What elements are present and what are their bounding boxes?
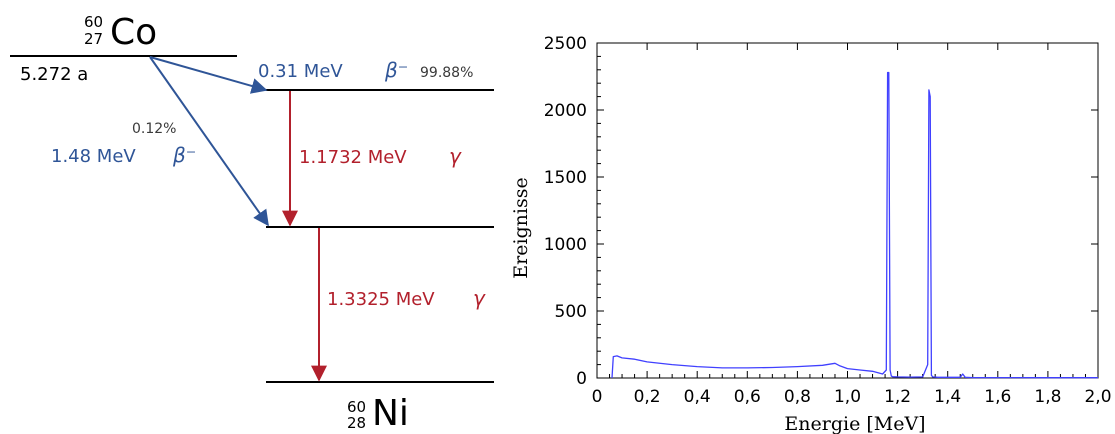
x-tick-label: 1,2 [884,387,911,407]
half-life: 5.272 a [20,64,88,85]
x-tick-label: 0 [592,387,603,407]
gamma-1-symbol: γ [449,144,462,168]
gamma-2-energy: 1.3325 MeV [327,289,435,310]
plot-border [596,42,1099,379]
y-tick-label: 1000 [544,235,587,255]
beta-high-branch: 99.88% [420,65,473,81]
decay-scheme: 60 27 Co 5.272 a 0.31 MeV β⁻ 99.88% 0.12… [10,12,494,434]
daughter-symbol: Ni [372,393,409,434]
y-tick-label: 500 [555,302,587,322]
y-tick-label: 2000 [544,101,587,121]
x-tick-label: 1,0 [834,387,861,407]
y-tick-label: 1500 [544,168,587,188]
y-tick-label: 2500 [544,34,587,54]
parent-atomic-number: 27 [84,30,103,48]
spectrum-series [611,71,1098,379]
x-axis: 0 0,2 0,4 0,6 0,8 1,0 1,2 1,4 1,6 1,8 2,0 [592,43,1112,407]
beta-arrow-low [149,56,269,227]
x-tick-label: 2,0 [1084,387,1111,407]
beta-low-symbol: β⁻ [172,143,196,167]
gamma-1-energy: 1.1732 MeV [299,147,407,168]
beta-low-branch: 0.12% [132,121,176,137]
y-axis: 0 500 1000 1500 2000 2500 [544,34,1098,389]
beta-high-symbol: β⁻ [384,58,408,82]
x-tick-label: 1,8 [1034,387,1061,407]
x-tick-label: 0,6 [734,387,761,407]
x-tick-label: 0,2 [634,387,661,407]
beta-arrow-high [149,56,268,94]
x-tick-label: 1,4 [934,387,961,407]
x-axis-label: Energie [MeV] [784,413,925,434]
daughter-mass-number: 60 [347,398,366,416]
x-tick-label: 1,6 [984,387,1011,407]
gamma-2-symbol: γ [473,286,486,310]
x-tick-label: 0,8 [784,387,811,407]
parent-mass-number: 60 [84,13,103,31]
plot-frame [596,42,1099,379]
x-tick-label: 0,4 [684,387,711,407]
beta-low-energy: 1.48 MeV [51,146,136,167]
spectrum-line [611,71,1098,379]
beta-high-energy: 0.31 MeV [258,61,343,82]
y-tick-label: 0 [576,369,587,389]
y-axis-label: Ereignisse [510,177,532,279]
parent-symbol: Co [110,12,157,53]
daughter-atomic-number: 28 [347,414,366,432]
